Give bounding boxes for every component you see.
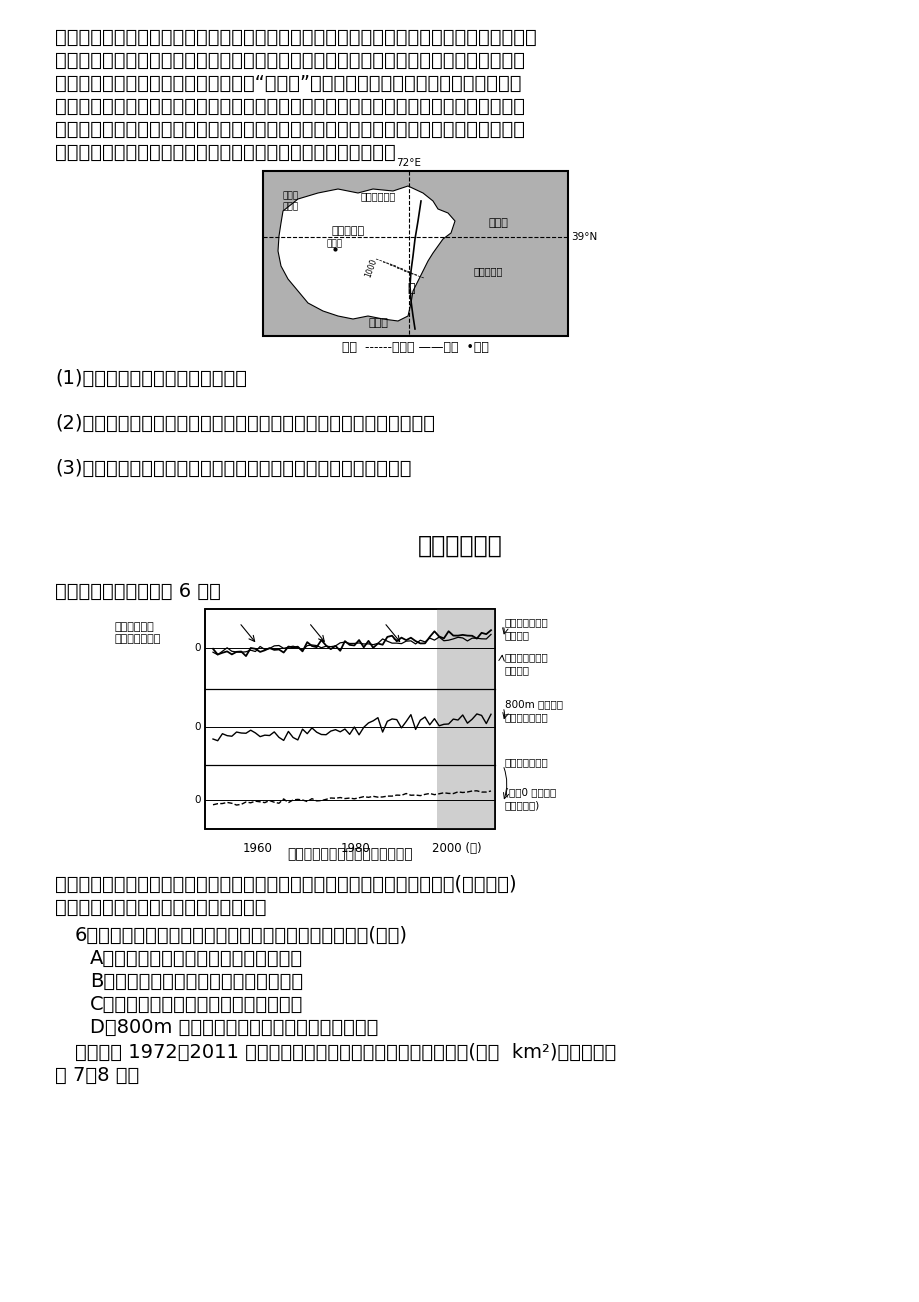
Text: 2000 (年): 2000 (年) xyxy=(432,842,482,855)
Text: B．地球表面增温趋缓，海平面仍在上升: B．地球表面增温趋缓，海平面仍在上升 xyxy=(90,973,302,991)
Text: 成 7～8 题。: 成 7～8 题。 xyxy=(55,1066,139,1085)
Text: 出现的主要年份: 出现的主要年份 xyxy=(115,634,161,643)
Text: 储热量变化曲线: 储热量变化曲线 xyxy=(505,712,548,723)
Text: 下图示意 1972～2011 年我国西北地区某流域不同朝向冰川的变化(单位  km²)。读图，完: 下图示意 1972～2011 年我国西北地区某流域不同朝向冰川的变化(单位 km… xyxy=(75,1043,616,1062)
Text: 石用空运的形式运往香港进行深加工。下图为塔吉克斯坦区域图。: 石用空运的形式运往香港进行深加工。下图为塔吉克斯坦区域图。 xyxy=(55,143,395,161)
Text: 相关数据的变化趋势与以前进行了比较。: 相关数据的变化趋势与以前进行了比较。 xyxy=(55,898,267,917)
Text: 不同的矿物质发生冷却凝固而形成不同颜色，倘若所含方解石的含量过高容易形成大面积的: 不同的矿物质发生冷却凝固而形成不同颜色，倘若所含方解石的含量过高容易形成大面积的 xyxy=(55,51,525,70)
Bar xyxy=(205,609,494,829)
Text: 《能力提升》: 《能力提升》 xyxy=(417,534,502,559)
Text: 全球变暖相关数据变化趋势示意图: 全球变暖相关数据变化趋势示意图 xyxy=(287,848,413,861)
Text: 变化曲线: 变化曲线 xyxy=(505,665,529,674)
Text: 乌兹别
克斯坦: 乌兹别 克斯坦 xyxy=(283,191,299,211)
Text: 800m 以下海洋: 800m 以下海洋 xyxy=(505,699,562,710)
Text: 要由岩浆活动和变质作用形成，单一矿物冷却凝固时间越长，颜色越纯，不同的温度条件下，: 要由岩浆活动和变质作用形成，单一矿物冷却凝固时间越长，颜色越纯，不同的温度条件下… xyxy=(55,29,536,47)
Text: 年平均海面温度: 年平均海面温度 xyxy=(505,652,548,661)
Text: 多年平均値): 多年平均値) xyxy=(505,799,539,810)
Text: 海平面变化曲线: 海平面变化曲线 xyxy=(505,756,548,767)
Text: 6．学生经比较后得出的结论，与图中所示信息相符的是(　　): 6．学生经比较后得出的结论，与图中所示信息相符的是( ) xyxy=(75,926,407,945)
Text: (3)分析香港某公司将高质量的玉石空运至香港进行深加工的原因。: (3)分析香港某公司将高质量的玉石空运至香港进行深加工的原因。 xyxy=(55,460,411,478)
Polygon shape xyxy=(278,186,455,322)
Text: 1980: 1980 xyxy=(341,842,370,855)
Bar xyxy=(263,171,567,336)
Text: 39°N: 39°N xyxy=(571,232,596,242)
Text: 0: 0 xyxy=(194,643,200,652)
Text: C．火山喷发频率增加，海平面加速上升: C．火山喷发频率增加，海平面加速上升 xyxy=(90,995,303,1014)
Text: 塔吉克斯坦: 塔吉克斯坦 xyxy=(331,227,364,236)
Text: 图例  ------等高线 ——河流  •城市: 图例 ------等高线 ——河流 •城市 xyxy=(341,341,488,354)
Text: 0: 0 xyxy=(194,796,200,806)
Text: 白斑，地壳运动会导致岩体断裂。素有“高山国”之称的塔吉克斯坦有上千年开采青金石的: 白斑，地壳运动会导致岩体断裂。素有“高山国”之称的塔吉克斯坦有上千年开采青金石的 xyxy=(55,74,521,92)
Text: 全球变暖导致的环境变化越来越引人关注。地理小组的学生将图中近十几年来(阴影所示): 全球变暖导致的环境变化越来越引人关注。地理小组的学生将图中近十几年来(阴影所示) xyxy=(55,875,516,894)
Text: 0: 0 xyxy=(194,723,200,732)
Text: 1960: 1960 xyxy=(242,842,272,855)
Bar xyxy=(205,609,494,829)
Text: (1)分析高质量的青金石少的原因。: (1)分析高质量的青金石少的原因。 xyxy=(55,368,246,388)
Bar xyxy=(263,171,567,336)
Text: 历史，古人常在秋季在图中岩石遍布的甲地山麓河床采石。近年来，中塔关系突飞猛进，香: 历史，古人常在秋季在图中岩石遍布的甲地山麓河床采石。近年来，中塔关系突飞猛进，香 xyxy=(55,98,525,116)
Text: D．800m 以下海洋储热量增加，海平面减速上升: D．800m 以下海洋储热量增加，海平面减速上升 xyxy=(90,1018,378,1036)
Text: 年平均陆面温度: 年平均陆面温度 xyxy=(505,617,548,628)
Bar xyxy=(437,609,494,689)
Text: 港某公司获得了玉石的开采权，并计划将玉石原料经过初加工，再经过筛选后将高质量的玉: 港某公司获得了玉石的开采权，并计划将玉石原料经过初加工，再经过筛选后将高质量的玉 xyxy=(55,120,525,139)
Text: 帕米尔高原: 帕米尔高原 xyxy=(472,266,502,276)
Text: 变化曲线: 变化曲线 xyxy=(505,630,529,641)
Text: A．海洋表面增温趋缓，海平面减速上升: A．海洋表面增温趋缓，海平面减速上升 xyxy=(90,949,302,967)
Text: 杜尚别: 杜尚别 xyxy=(326,240,343,249)
Text: (注：0 値线表示: (注：0 値线表示 xyxy=(505,786,556,797)
Text: 中　国: 中 国 xyxy=(488,217,507,228)
Text: 72°E: 72°E xyxy=(396,158,421,168)
Text: 甲: 甲 xyxy=(407,283,414,296)
Text: 火山喷发事件: 火山喷发事件 xyxy=(115,621,154,631)
Text: 阅读图文材料，完成第 6 题。: 阅读图文材料，完成第 6 题。 xyxy=(55,582,221,602)
Text: (2)古人常在秋季采集青金石，试阀述其他季节不易采集到玉石的原因。: (2)古人常在秋季采集青金石，试阀述其他季节不易采集到玉石的原因。 xyxy=(55,414,435,434)
Text: 阿富汗: 阿富汗 xyxy=(368,318,388,328)
Text: 吉尔吉斯斯坦: 吉尔吉斯斯坦 xyxy=(360,191,395,201)
Bar xyxy=(437,766,494,829)
Bar xyxy=(437,689,494,766)
Text: 1000: 1000 xyxy=(363,258,378,279)
